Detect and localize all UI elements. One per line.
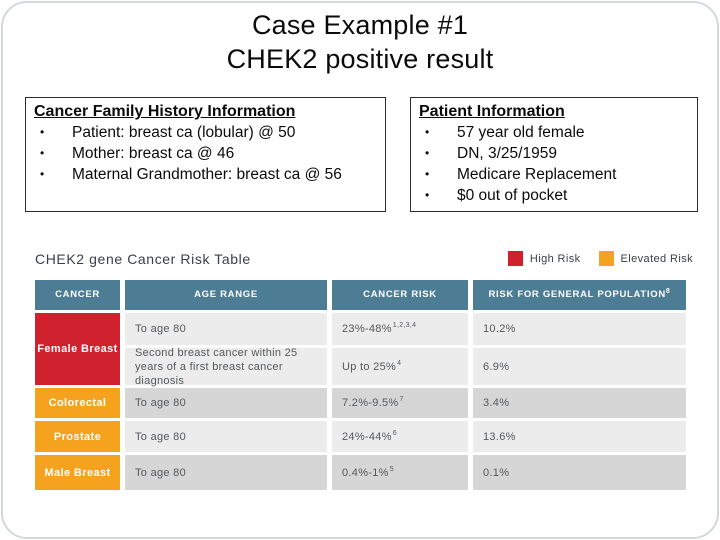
cancer-risk-cell: 0.4%-1%5: [332, 455, 468, 490]
legend-entry-elevated-risk: Elevated Risk: [598, 251, 693, 266]
age-range-cell: To age 80: [125, 455, 327, 490]
slide-title-line2: CHEK2 positive result: [226, 44, 494, 74]
cancer-risk-cell: 7.2%-9.5%7: [332, 388, 468, 418]
population-risk-cell: 13.6%: [473, 421, 686, 452]
cancer-risk-value: 24%-44%: [342, 430, 392, 443]
cancer-risk-value: Up to 25%: [342, 360, 397, 373]
reference-superscript: 6: [392, 429, 397, 437]
patient-info-heading: Patient Information: [419, 103, 565, 120]
cancer-risk-cell: Up to 25%4: [332, 348, 468, 385]
elevated-risk-swatch-icon: [598, 251, 614, 266]
reference-superscript: 7: [399, 396, 404, 404]
slide-title: Case Example #1 CHEK2 positive result: [0, 8, 720, 76]
family-history-box: Cancer Family History Information Patien…: [25, 97, 386, 212]
list-item: Mother: breast ca @ 46: [34, 143, 377, 164]
cancer-risk-value: 0.4%-1%: [342, 466, 389, 479]
family-history-list: Patient: breast ca (lobular) @ 50 Mother…: [34, 122, 377, 185]
patient-info-list: 57 year old female DN, 3/25/1959 Medicar…: [419, 122, 689, 206]
slide-title-line1: Case Example #1: [251, 10, 469, 40]
cancer-name-cell-prostate: Prostate: [35, 421, 120, 452]
reference-superscript: 1,2,3,4: [392, 322, 417, 330]
cancer-name-cell-colorectal: Colorectal: [35, 388, 120, 418]
legend-entry-high-risk: High Risk: [507, 251, 581, 266]
column-header-cancer: CANCER: [35, 280, 120, 310]
list-item: Medicare Replacement: [419, 164, 689, 185]
column-header-label: RISK FOR GENERAL POPULATION: [488, 289, 666, 300]
age-range-cell: To age 80: [125, 313, 327, 345]
legend-label: Elevated Risk: [620, 252, 693, 265]
cancer-name-cell-male-breast: Male Breast: [35, 455, 120, 490]
cancer-name-cell-female-breast: Female Breast: [35, 313, 120, 385]
family-history-heading: Cancer Family History Information: [34, 103, 296, 120]
reference-superscript: 8: [665, 287, 671, 295]
population-risk-cell: 3.4%: [473, 388, 686, 418]
age-range-cell: To age 80: [125, 388, 327, 418]
reference-superscript: 5: [389, 465, 394, 473]
list-item: $0 out of pocket: [419, 185, 689, 206]
column-header-age-range: AGE RANGE: [125, 280, 327, 310]
age-range-cell: Second breast cancer within 25 years of …: [125, 347, 327, 387]
high-risk-swatch-icon: [507, 251, 523, 266]
legend-label: High Risk: [529, 252, 581, 265]
column-header-general-population: RISK FOR GENERAL POPULATION8: [473, 280, 686, 310]
list-item: Patient: breast ca (lobular) @ 50: [34, 122, 377, 143]
reference-superscript: 4: [397, 359, 402, 367]
population-risk-cell: 10.2%: [473, 313, 686, 345]
cancer-risk-value: 23%-48%: [342, 323, 392, 335]
list-item: DN, 3/25/1959: [419, 143, 689, 164]
list-item: 57 year old female: [419, 122, 689, 143]
risk-legend: High Risk Elevated Risk: [507, 251, 693, 266]
population-risk-cell: 6.9%: [473, 348, 686, 385]
column-header-cancer-risk: CANCER RISK: [332, 280, 468, 310]
risk-table: CANCER AGE RANGE CANCER RISK RISK FOR GE…: [35, 280, 686, 490]
population-risk-cell: 0.1%: [473, 455, 686, 490]
cancer-risk-cell: 23%-48%1,2,3,4: [332, 313, 468, 345]
list-item: Maternal Grandmother: breast ca @ 56: [34, 164, 377, 185]
cancer-risk-cell: 24%-44%6: [332, 421, 468, 452]
age-range-cell: To age 80: [125, 421, 327, 452]
cancer-risk-value: 7.2%-9.5%: [342, 397, 399, 409]
risk-table-title: CHEK2 gene Cancer Risk Table: [35, 251, 251, 267]
patient-info-box: Patient Information 57 year old female D…: [410, 97, 698, 212]
